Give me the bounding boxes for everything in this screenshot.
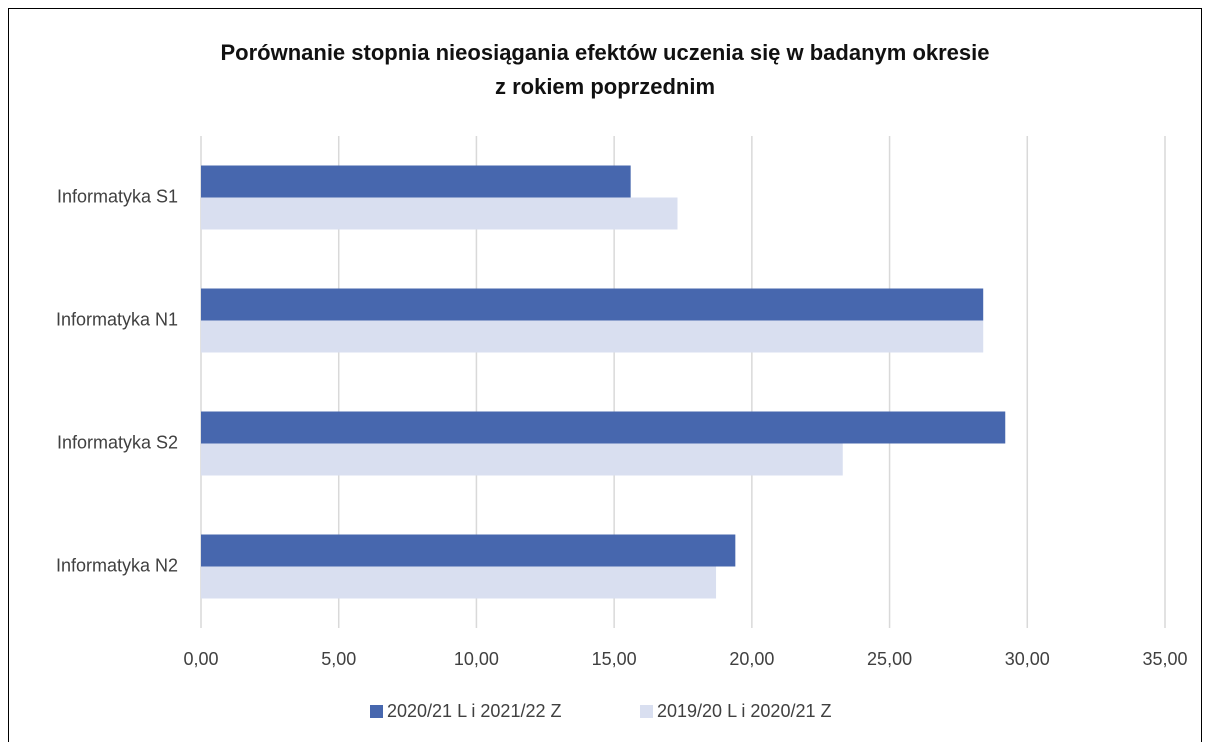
x-tick-label: 15,00: [592, 649, 637, 669]
chart-frame: [8, 8, 1202, 742]
y-tick-label: Informatyka S2: [57, 432, 178, 452]
legend-label: 2019/20 L i 2020/21 Z: [657, 701, 831, 721]
bar: [201, 165, 631, 198]
bar: [201, 288, 984, 321]
y-tick-label: Informatyka N2: [56, 555, 178, 575]
x-tick-label: 10,00: [454, 649, 499, 669]
bar: [201, 534, 736, 567]
x-tick-label: 5,00: [321, 649, 356, 669]
bar: [201, 320, 984, 353]
legend-label: 2020/21 L i 2021/22 Z: [387, 701, 561, 721]
x-tick-label: 25,00: [867, 649, 912, 669]
x-tick-label: 20,00: [729, 649, 774, 669]
x-tick-label: 0,00: [183, 649, 218, 669]
bar: [201, 411, 1006, 444]
bar: [201, 197, 678, 230]
y-tick-label: Informatyka S1: [57, 186, 178, 206]
x-tick-label: 30,00: [1005, 649, 1050, 669]
chart-title: Porównanie stopnia nieosiągania efektów …: [220, 40, 989, 65]
y-tick-label: Informatyka N1: [56, 309, 178, 329]
x-tick-label: 35,00: [1142, 649, 1187, 669]
legend-swatch: [370, 705, 383, 718]
chart-title: z rokiem poprzednim: [495, 74, 715, 99]
bar: [201, 566, 717, 599]
legend-swatch: [640, 705, 653, 718]
bar: [201, 443, 843, 476]
